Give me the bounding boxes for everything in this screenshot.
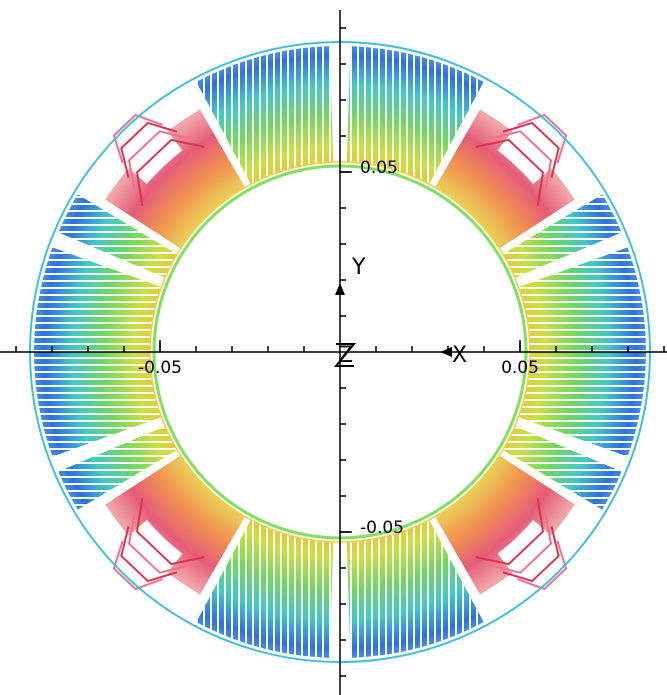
x-axis-label: X xyxy=(452,343,467,368)
y-tick-label: -0.05 xyxy=(360,518,404,538)
viewport: X Y Z -0.1-0.050.050.05-0.05-0.1 xyxy=(0,0,667,695)
y-arrow xyxy=(335,283,345,295)
z-axis-label: Z xyxy=(338,343,353,368)
x-arrow xyxy=(440,347,452,357)
x-tick-label: 0.05 xyxy=(501,358,539,378)
y-tick-label: 0.05 xyxy=(360,158,398,178)
x-tick-label: -0.05 xyxy=(138,358,182,378)
y-axis-label: Y xyxy=(351,255,366,280)
